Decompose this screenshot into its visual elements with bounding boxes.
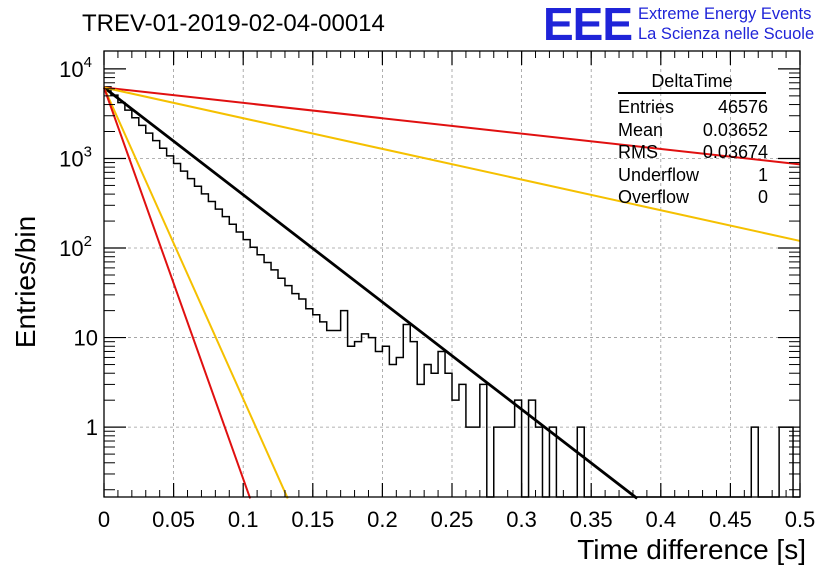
stats-label: Underflow [618, 164, 700, 185]
stats-title: DeltaTime [618, 70, 766, 94]
x-tick-label: 0.1 [228, 507, 259, 532]
x-tick-label: 0.5 [785, 507, 816, 532]
y-tick-label: 102 [59, 233, 92, 261]
stats-label: Entries [618, 97, 675, 117]
stats-label: Mean [618, 119, 664, 140]
stats-value: 0.03674 [702, 142, 768, 162]
fit-line [103, 87, 252, 499]
axis-ticks [103, 51, 801, 497]
brand-logo: EEE [543, 0, 633, 50]
x-tick-label: 0.15 [291, 507, 334, 532]
x-tick-label: 0.05 [152, 507, 195, 532]
stats-row: Overflow 0 [612, 186, 772, 209]
stats-row: RMS 0.03674 [612, 141, 772, 164]
fit-line [103, 86, 638, 500]
y-tick-label: 10 [74, 326, 98, 351]
x-axis-label: Time difference [s] [577, 534, 806, 565]
stats-row: Mean 0.03652 [612, 119, 772, 142]
x-tick-label: 0.2 [367, 507, 398, 532]
fit-line [103, 87, 289, 499]
stats-value: 0.03652 [702, 119, 768, 140]
x-tick-label: 0.4 [646, 507, 677, 532]
y-tick-label: 104 [59, 54, 92, 82]
fit-lines [103, 86, 801, 500]
stats-row: Entries 46576 [612, 96, 772, 119]
stats-value: 1 [757, 164, 768, 185]
stats-value: 0 [757, 187, 768, 207]
fit-line [103, 86, 801, 242]
x-tick-label: 0.45 [709, 507, 752, 532]
x-tick-label: 0.25 [431, 507, 474, 532]
fit-line [103, 86, 801, 166]
stats-label: RMS [618, 142, 658, 162]
stats-label: Overflow [618, 187, 690, 207]
tick-labels: 0 0.05 0.1 0.15 0.2 0.25 0.3 0.35 0.4 0.45 0.5 104 1… [59, 54, 815, 532]
y-tick-label: 1 [86, 415, 98, 440]
brand-name: Extreme Energy Events [638, 5, 812, 23]
x-tick-label: 0 [98, 507, 110, 532]
brand-tagline: La Scienza nelle Scuole [638, 25, 815, 43]
x-tick-label: 0.3 [506, 507, 537, 532]
stats-row: Underflow 1 [612, 164, 772, 187]
y-tick-label: 103 [59, 143, 92, 171]
stats-value: 46576 [717, 97, 768, 117]
stats-box: DeltaTime Entries 46576 Mean 0.03652 RMS… [612, 70, 772, 209]
grid-lines [104, 51, 800, 497]
y-axis-label: Entries/bin [10, 215, 41, 349]
x-tick-label: 0.35 [570, 507, 613, 532]
run-title: TREV-01-2019-02-04-00014 [82, 10, 385, 37]
